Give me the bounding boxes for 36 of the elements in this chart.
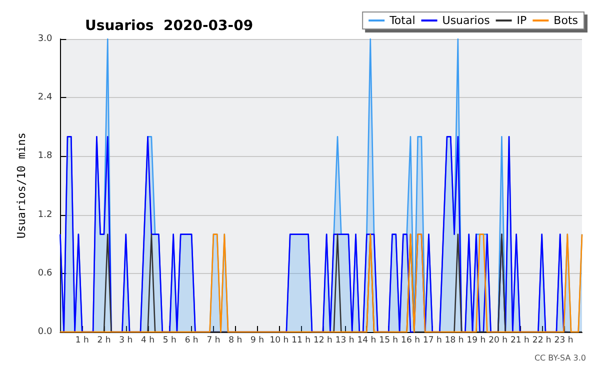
x-tick-label: 15 h xyxy=(379,336,398,346)
x-tick-label: 8 h xyxy=(228,336,242,346)
legend-label: Total xyxy=(388,14,416,27)
legend-label: Bots xyxy=(554,14,578,27)
x-tick-label: 16 h xyxy=(401,336,420,346)
x-tick-label: 1 h xyxy=(75,336,89,346)
x-tick-label: 17 h xyxy=(422,336,442,346)
x-tick-label: 22 h xyxy=(532,336,552,346)
x-tick-label: 23 h xyxy=(554,336,574,346)
x-tick-label: 21 h xyxy=(510,336,530,346)
x-tick-label: 19 h xyxy=(466,336,486,346)
legend-label: IP xyxy=(516,14,528,27)
x-tick-label: 9 h xyxy=(250,336,264,346)
y-tick-label: 1.2 xyxy=(38,210,52,220)
x-tick-label: 12 h xyxy=(313,336,332,346)
x-tick-label: 7 h xyxy=(206,336,220,346)
y-tick-label: 0.6 xyxy=(38,268,52,278)
chart-title: Usuarios 2020-03-09 xyxy=(85,18,254,34)
x-tick-label: 6 h xyxy=(184,336,198,346)
x-tick-label: 10 h xyxy=(270,336,289,346)
y-tick-label: 0.0 xyxy=(38,327,52,337)
y-axis-title: Usuarios/10 mins xyxy=(15,132,28,238)
x-tick-label: 18 h xyxy=(444,336,464,346)
y-tick-label: 3.0 xyxy=(38,34,52,44)
x-tick-label: 14 h xyxy=(357,336,376,346)
x-tick-label: 13 h xyxy=(335,336,354,346)
legend-label: Usuarios xyxy=(442,14,490,27)
x-tick-label: 20 h xyxy=(488,336,508,346)
x-tick-label: 11 h xyxy=(292,336,310,346)
x-tick-label: 2 h xyxy=(97,336,111,346)
x-tick-label: 3 h xyxy=(119,336,133,346)
x-tick-label: 4 h xyxy=(141,336,155,346)
y-tick-label: 2.4 xyxy=(38,92,52,103)
x-tick-label: 5 h xyxy=(162,336,176,346)
y-tick-label: 1.8 xyxy=(38,151,52,162)
text: CC BY-SA 3.0 xyxy=(534,354,586,362)
